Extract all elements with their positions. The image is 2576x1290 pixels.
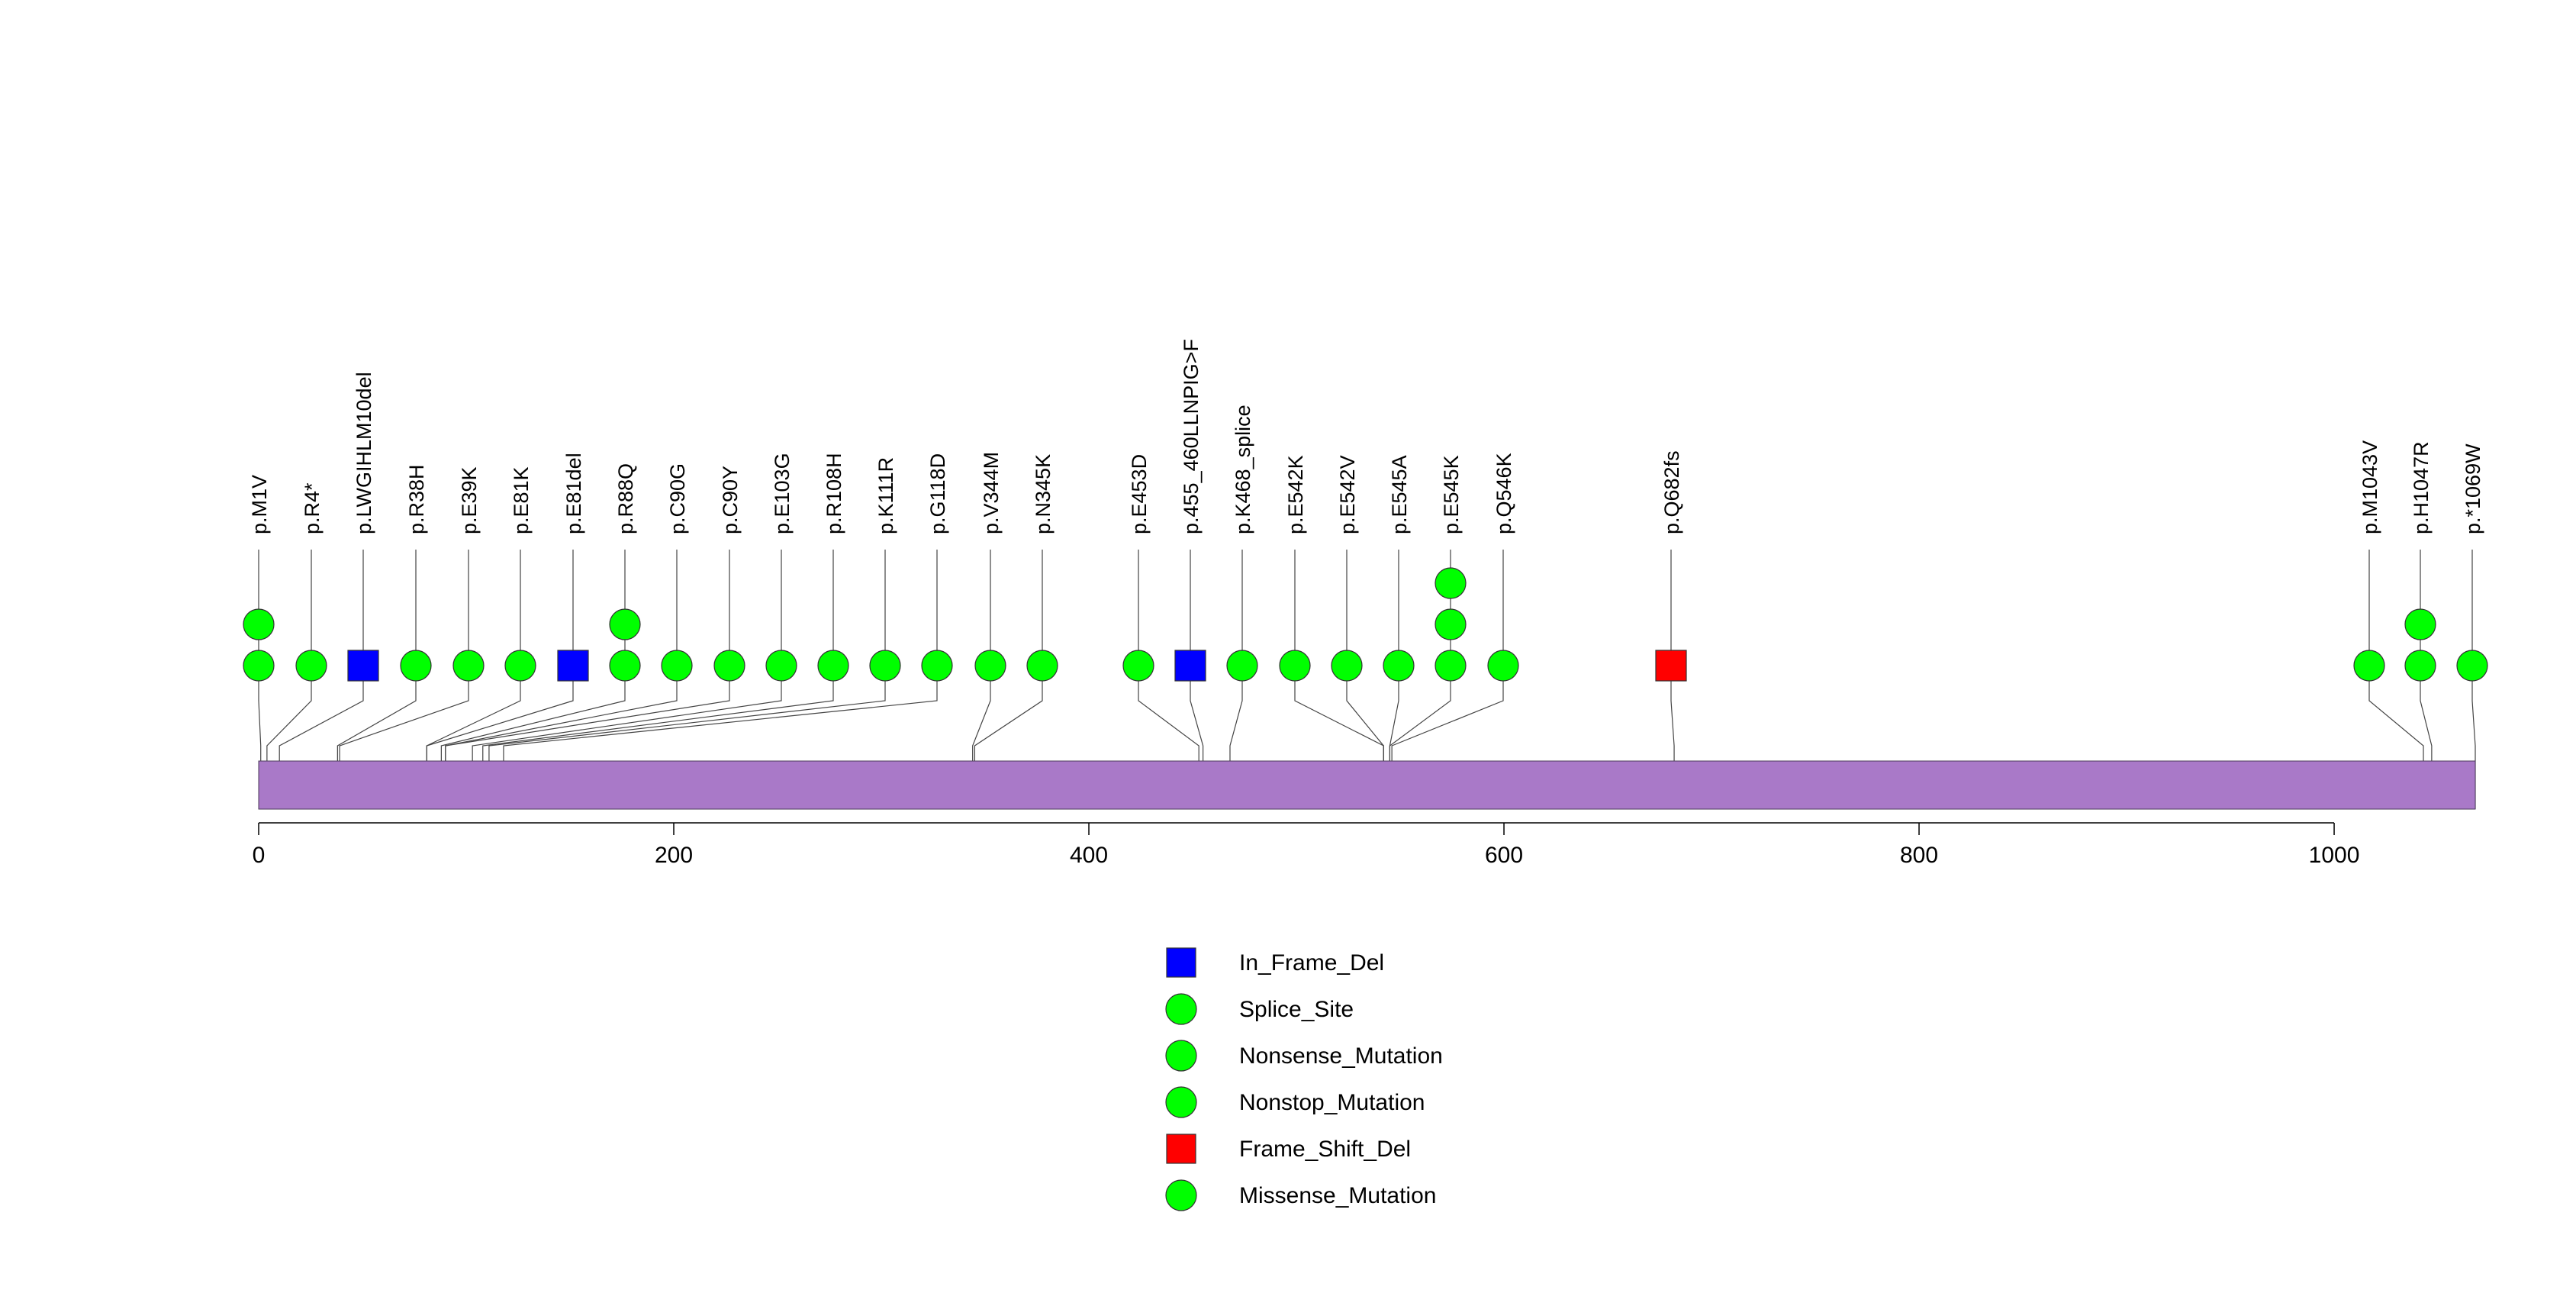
x-tick-label: 200	[655, 843, 693, 868]
mutation-circle	[243, 608, 275, 640]
protein-bar-layer	[258, 760, 2476, 810]
mutation-circle	[974, 650, 1006, 682]
x-tick-label: 0	[253, 843, 266, 868]
mutation-circle	[2404, 608, 2436, 640]
legend: In_Frame_Del Splice_Site Nonsense_Mutation…	[1165, 947, 1443, 1211]
mutation-label: p.N345K	[1032, 454, 1055, 534]
mutation-marks	[243, 567, 2488, 682]
mutation-square	[557, 650, 589, 682]
x-axis: 0 200 400 600 800 1000	[253, 822, 2360, 868]
x-tick-label: 600	[1485, 843, 1523, 868]
mutation-square	[1655, 650, 1687, 682]
mutation-label: p.E81K	[510, 466, 533, 534]
mutation-circle	[661, 650, 693, 682]
mutation-circle	[400, 650, 432, 682]
mutation-circle	[1026, 650, 1058, 682]
mutation-label: p.E542V	[1336, 455, 1359, 534]
mutation-circle	[609, 608, 641, 640]
mutation-label: p.R4*	[301, 482, 324, 534]
mutation-label: p.K468_splice	[1232, 405, 1254, 534]
mutation-label: p.Q546K	[1492, 453, 1515, 534]
mutation-label: p.G118D	[926, 453, 949, 534]
mutation-label: p.E103G	[771, 453, 794, 534]
mutation-label: p.LWGIHLM10del	[353, 372, 375, 534]
mutation-circle	[1435, 608, 1467, 640]
mutation-circle	[243, 650, 275, 682]
mutation-circle	[1331, 650, 1363, 682]
legend-label: In_Frame_Del	[1239, 950, 1384, 976]
mutation-label: p.M1043V	[2359, 440, 2381, 534]
legend-label: Nonstop_Mutation	[1239, 1090, 1425, 1115]
mutation-label: p.E39K	[458, 466, 481, 534]
mutation-circle	[2353, 650, 2385, 682]
mutation-circle	[765, 650, 797, 682]
mutation-circle	[869, 650, 901, 682]
legend-label: Splice_Site	[1239, 997, 1354, 1022]
mutation-square	[1174, 650, 1206, 682]
legend-square-icon	[1166, 1134, 1196, 1164]
mutation-circle	[1435, 567, 1467, 599]
mutation-circle	[1487, 650, 1519, 682]
mutation-label: p.R38H	[405, 464, 428, 534]
mutation-label: p.Q682fs	[1660, 450, 1683, 534]
x-tick-label: 400	[1070, 843, 1108, 868]
mutation-label: p.R108H	[823, 453, 845, 534]
mutation-circle	[1226, 650, 1258, 682]
legend-circle-icon	[1165, 1040, 1197, 1072]
legend-square-icon	[1166, 947, 1196, 978]
mutation-circle	[1122, 650, 1154, 682]
mutation-square	[347, 650, 379, 682]
mutation-label: p.E453D	[1128, 454, 1151, 534]
legend-circle-icon	[1165, 1086, 1197, 1118]
legend-circle-icon	[1165, 1179, 1197, 1211]
mutation-label: p.K111R	[874, 457, 897, 534]
protein-bar	[258, 760, 2476, 810]
mutation-circle	[2456, 650, 2488, 682]
mutation-labels: p.M1V p.R4* p.LWGIHLM10del p.R38H p.E39K p.E8…	[248, 339, 2484, 534]
mutation-label: p.C90G	[666, 463, 689, 534]
mutation-circle	[2404, 650, 2436, 682]
mutation-circle	[452, 650, 485, 682]
mutation-label: p.V344M	[980, 452, 1003, 534]
mutation-circle	[295, 650, 327, 682]
legend-label: Nonsense_Mutation	[1239, 1043, 1443, 1069]
legend-label: Frame_Shift_Del	[1239, 1137, 1411, 1162]
mutation-label: p.E545A	[1388, 455, 1411, 534]
mutation-label: p.455_460LLNPIG>F	[1180, 339, 1203, 534]
mutation-label: p.*1069W	[2462, 443, 2484, 534]
x-tick-label: 800	[1900, 843, 1938, 868]
mutation-label: p.E545K	[1440, 455, 1463, 534]
mutation-circle	[1383, 650, 1415, 682]
mutation-label: p.E81del	[562, 453, 585, 534]
mutation-label: p.E542K	[1284, 455, 1307, 534]
mutation-circle	[817, 650, 849, 682]
mutation-label: p.M1V	[248, 475, 271, 534]
x-tick-label: 1000	[2309, 843, 2360, 868]
legend-label: Missense_Mutation	[1239, 1183, 1436, 1208]
mutation-label: p.R88Q	[614, 463, 637, 534]
mutation-circle	[609, 650, 641, 682]
mutation-label: p.C90Y	[719, 466, 742, 534]
legend-circle-icon	[1165, 993, 1197, 1025]
mutation-label: p.H1047R	[2410, 441, 2433, 534]
mutation-circle	[504, 650, 536, 682]
mutation-circle	[713, 650, 745, 682]
mutation-circle	[921, 650, 953, 682]
mutation-circle	[1279, 650, 1311, 682]
mutation-circle	[1435, 650, 1467, 682]
